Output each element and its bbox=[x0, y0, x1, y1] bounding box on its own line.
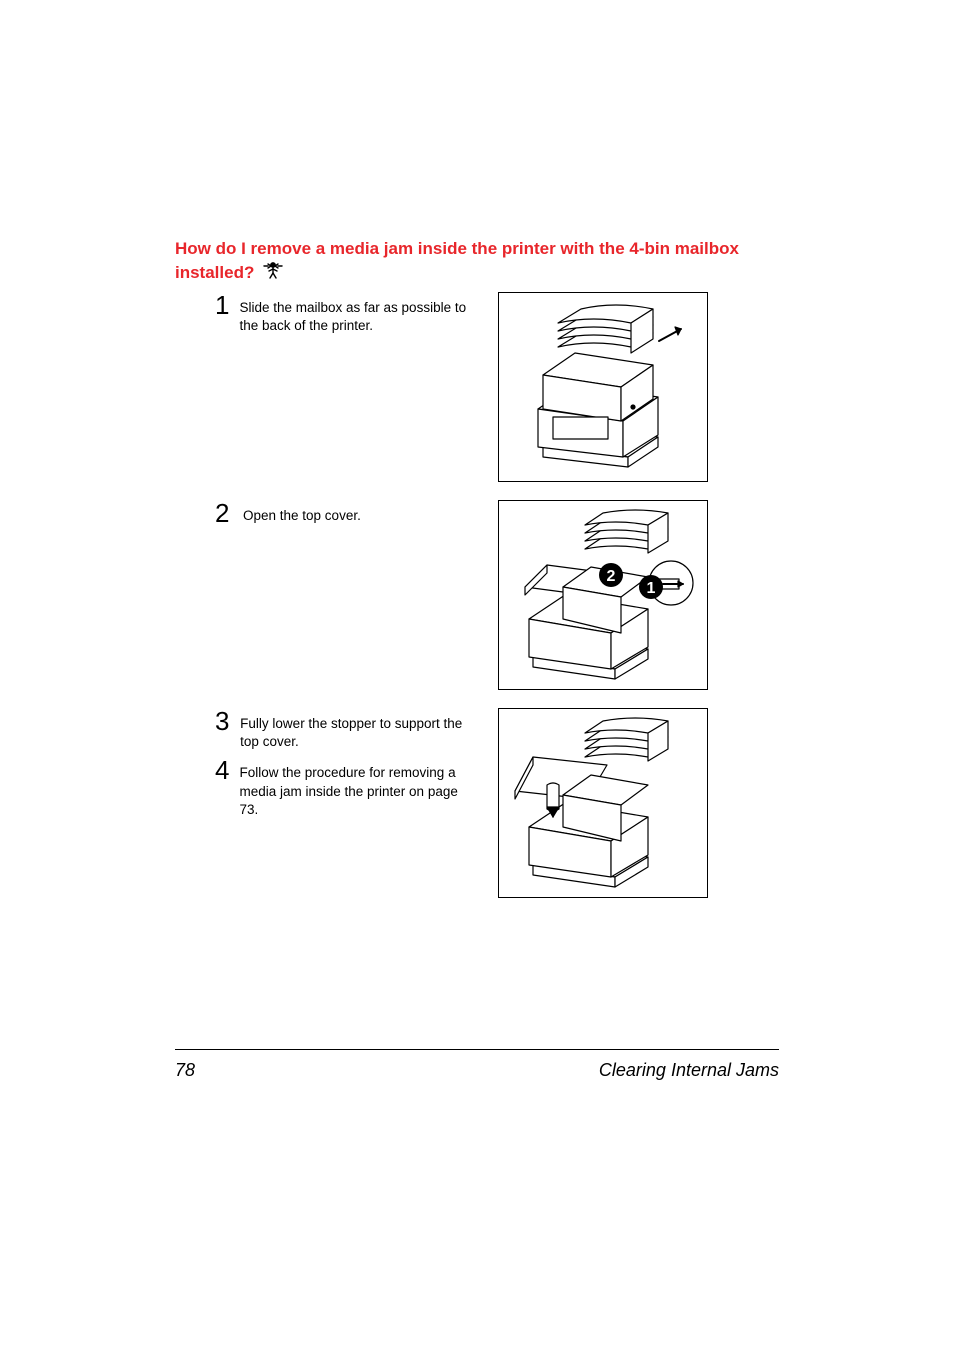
section-heading: How do I remove a media jam inside the p… bbox=[175, 238, 779, 286]
step-text: Slide the mailbox as far as possible to … bbox=[239, 292, 480, 335]
step-text: Open the top cover. bbox=[243, 500, 361, 525]
step-text-column: 3 Fully lower the stopper to support the… bbox=[215, 708, 480, 821]
callout-1: 1 bbox=[647, 580, 656, 597]
manual-operation-icon bbox=[263, 261, 283, 286]
step-item: 4 Follow the procedure for removing a me… bbox=[215, 757, 480, 819]
document-page: How do I remove a media jam inside the p… bbox=[0, 0, 954, 1351]
step-row: 1 Slide the mailbox as far as possible t… bbox=[215, 292, 779, 482]
footer-rule bbox=[175, 1049, 779, 1050]
step-text-column: 2 Open the top cover. bbox=[215, 500, 480, 528]
step-item: 2 Open the top cover. bbox=[215, 500, 480, 526]
step-item: 3 Fully lower the stopper to support the… bbox=[215, 708, 480, 751]
step-row: 3 Fully lower the stopper to support the… bbox=[215, 708, 779, 898]
figure-step-2: 2 1 bbox=[498, 500, 708, 690]
step-number: 2 bbox=[215, 500, 233, 526]
step-number: 1 bbox=[215, 292, 229, 318]
step-number: 3 bbox=[215, 708, 230, 734]
step-row: 2 Open the top cover. bbox=[215, 500, 779, 690]
step-text-column: 1 Slide the mailbox as far as possible t… bbox=[215, 292, 480, 337]
figure-step-3 bbox=[498, 708, 708, 898]
step-text: Fully lower the stopper to support the t… bbox=[240, 708, 480, 751]
page-footer: 78 Clearing Internal Jams bbox=[175, 1049, 779, 1081]
figure-step-1 bbox=[498, 292, 708, 482]
page-number: 78 bbox=[175, 1060, 195, 1081]
step-item: 1 Slide the mailbox as far as possible t… bbox=[215, 292, 480, 335]
step-number: 4 bbox=[215, 757, 229, 783]
section-title: Clearing Internal Jams bbox=[599, 1060, 779, 1081]
steps-list: 1 Slide the mailbox as far as possible t… bbox=[215, 292, 779, 898]
step-text: Follow the procedure for removing a medi… bbox=[239, 757, 480, 819]
callout-2: 2 bbox=[607, 568, 616, 585]
heading-text: How do I remove a media jam inside the p… bbox=[175, 239, 739, 282]
footer-line: 78 Clearing Internal Jams bbox=[175, 1060, 779, 1081]
